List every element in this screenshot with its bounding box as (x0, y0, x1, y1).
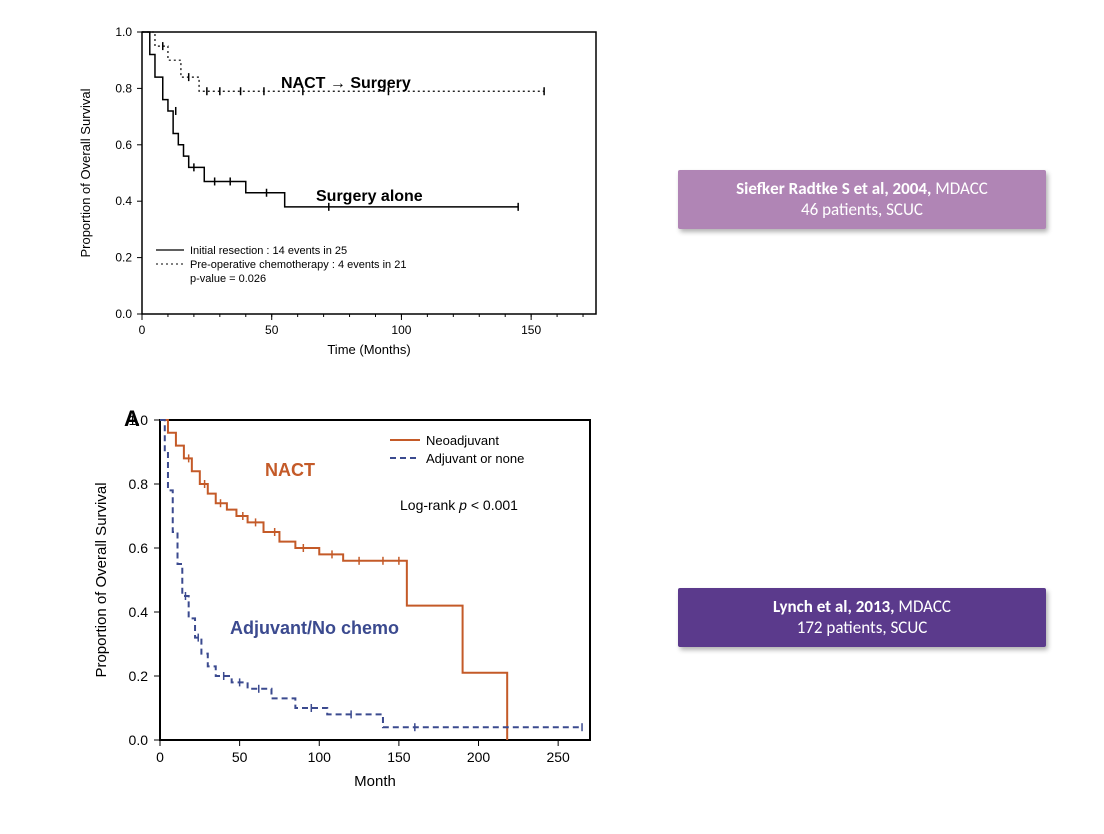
svg-text:100: 100 (308, 749, 332, 765)
km-chart-bottom: A0.00.20.40.60.81.0050100150200250MonthP… (80, 400, 610, 800)
svg-text:Proportion of Overall Survival: Proportion of Overall Survival (93, 482, 110, 677)
svg-text:0.6: 0.6 (115, 138, 132, 152)
citation-callout-siefker-radtke: Siefker Radtke S et al, 2004, MDACC 46 p… (678, 170, 1046, 229)
svg-text:0.4: 0.4 (129, 604, 149, 620)
svg-text:1.0: 1.0 (129, 412, 149, 428)
svg-text:100: 100 (391, 323, 411, 337)
curve-label-nact-surgery: NACT → Surgery (281, 75, 411, 93)
svg-text:50: 50 (265, 323, 279, 337)
svg-text:p-value = 0.026: p-value = 0.026 (190, 273, 266, 285)
svg-text:150: 150 (387, 749, 411, 765)
svg-text:Month: Month (354, 773, 396, 790)
svg-text:0.2: 0.2 (129, 668, 149, 684)
svg-text:0: 0 (139, 323, 146, 337)
svg-text:Time (Months): Time (Months) (327, 342, 410, 357)
km-chart-bottom-svg: A0.00.20.40.60.81.0050100150200250MonthP… (80, 400, 610, 800)
svg-text:Neoadjuvant: Neoadjuvant (426, 433, 499, 448)
svg-text:0.2: 0.2 (115, 251, 132, 265)
curve-label-adjuvant-none: Adjuvant/No chemo (230, 618, 399, 639)
svg-text:250: 250 (546, 749, 570, 765)
citation-bot-bold: Lynch et al, 2013, (773, 596, 895, 617)
km-chart-top: 0.0 0.2 0.4 0.6 0.8 1.0 0 50 100 150 Time (Months)… (56, 20, 616, 370)
svg-text:0.6: 0.6 (129, 540, 149, 556)
svg-text:50: 50 (232, 749, 248, 765)
citation-bot-line2: 172 patients, SCUC (692, 617, 1032, 638)
svg-text:0.4: 0.4 (115, 194, 132, 208)
citation-callout-lynch: Lynch et al, 2013, MDACC 172 patients, S… (678, 588, 1046, 647)
svg-text:150: 150 (521, 323, 541, 337)
svg-text:0.8: 0.8 (115, 81, 132, 95)
curve-label-surgery-alone: Surgery alone (316, 188, 423, 206)
svg-text:1.0: 1.0 (115, 25, 132, 39)
svg-text:Log-rank p < 0.001: Log-rank p < 0.001 (400, 497, 518, 513)
svg-text:Initial resection : 14 events: Initial resection : 14 events in 25 (190, 245, 347, 257)
curve-label-nact: NACT (265, 460, 315, 481)
citation-top-bold: Siefker Radtke S et al, 2004, (736, 178, 931, 199)
svg-text:0.8: 0.8 (129, 476, 149, 492)
svg-text:Pre-operative chemotherapy : 4: Pre-operative chemotherapy : 4 events in… (190, 259, 406, 271)
citation-top-line2: 46 patients, SCUC (692, 199, 1032, 220)
svg-text:0: 0 (156, 749, 164, 765)
svg-text:0.0: 0.0 (129, 732, 149, 748)
citation-top-rest: MDACC (931, 178, 987, 199)
svg-text:Proportion of Overall Survival: Proportion of Overall Survival (78, 88, 93, 257)
svg-text:0.0: 0.0 (115, 307, 132, 321)
citation-bot-rest: MDACC (895, 596, 951, 617)
svg-text:200: 200 (467, 749, 491, 765)
svg-text:Adjuvant or none: Adjuvant or none (426, 451, 524, 466)
